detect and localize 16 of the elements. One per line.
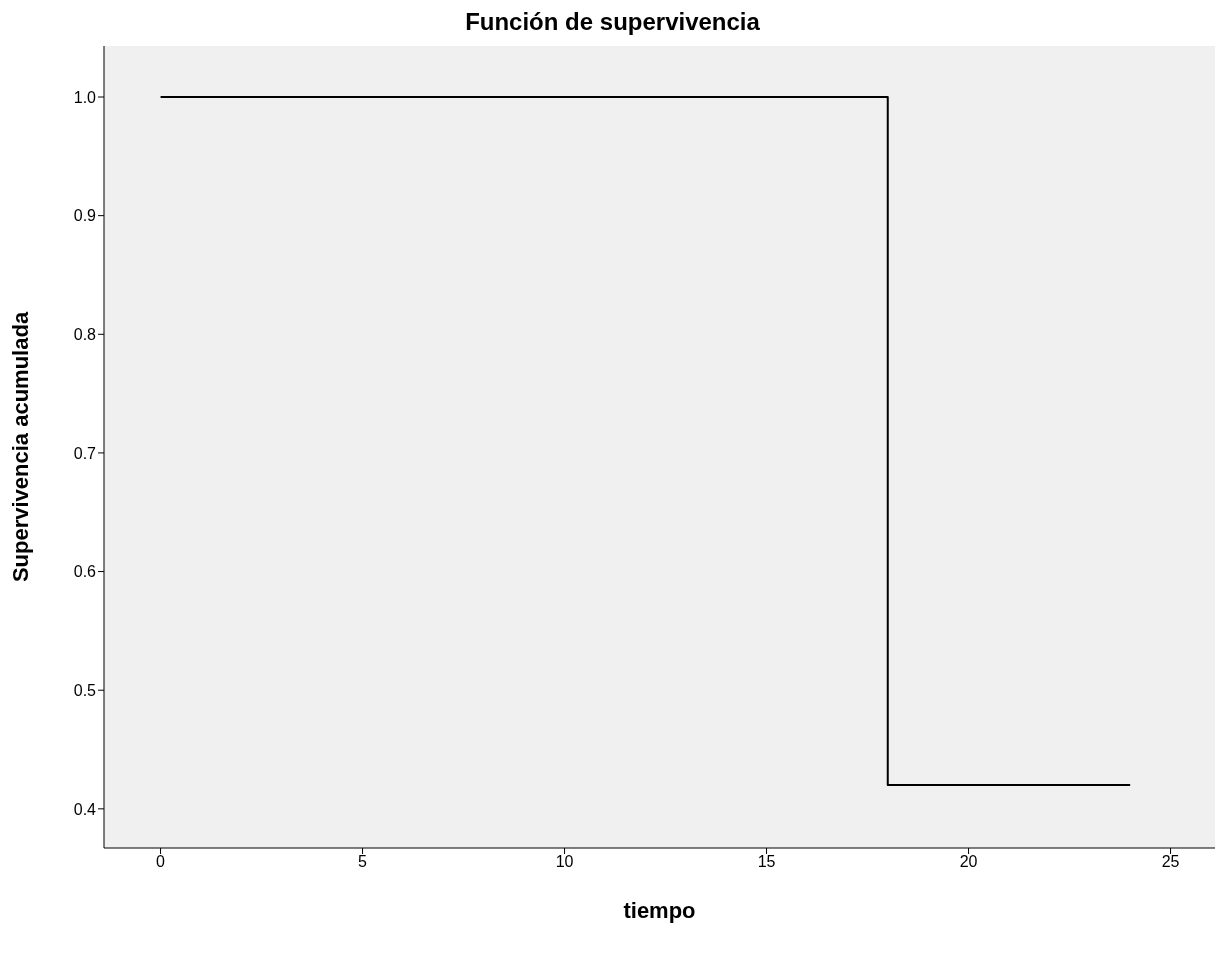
y-tick-label: 0.9 xyxy=(73,207,97,225)
y-tick-label: 1.0 xyxy=(73,88,97,106)
x-tick-label: 10 xyxy=(555,853,574,871)
x-tick-label: 5 xyxy=(358,853,368,871)
x-tick-label: 15 xyxy=(757,853,776,871)
y-tick-label: 0.7 xyxy=(73,444,97,462)
x-axis-title: tiempo xyxy=(623,898,696,923)
chart-title: Función de supervivencia xyxy=(464,8,761,37)
y-tick-label: 0.6 xyxy=(73,563,97,581)
x-tick-label: 25 xyxy=(1161,853,1180,871)
y-tick-label: 0.4 xyxy=(73,800,97,818)
y-axis-title: Supervivencia acumulada xyxy=(7,311,33,583)
y-tick-label: 0.5 xyxy=(73,681,97,699)
y-tick-label: 0.8 xyxy=(73,325,97,343)
x-tick-label: 20 xyxy=(959,853,978,871)
x-tick-label: 0 xyxy=(156,853,166,871)
